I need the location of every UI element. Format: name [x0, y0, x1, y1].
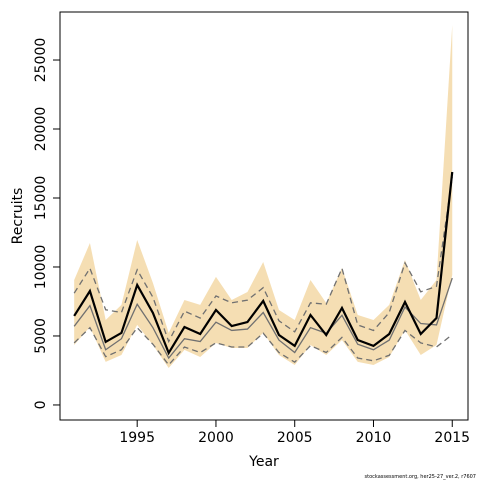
- y-axis-title: Recruits: [10, 188, 26, 245]
- x-tick-label: 2000: [198, 430, 234, 446]
- y-tick-label: 15000: [33, 176, 49, 221]
- series-line: [73, 177, 453, 344]
- y-tick-label: 25000: [33, 38, 49, 83]
- series-line: [73, 277, 453, 360]
- plot-frame: [59, 11, 469, 421]
- y-tick-label: 20000: [33, 107, 49, 152]
- x-tick-label: 2010: [356, 430, 392, 446]
- footnote: stockassessment.org, her25-27_ver.2, r76…: [365, 474, 476, 480]
- y-tick-label: 0: [33, 400, 49, 409]
- x-tick-label: 2005: [277, 430, 313, 446]
- y-tick-label: 5000: [33, 318, 49, 354]
- x-tick-label: 1995: [119, 430, 155, 446]
- series-line: [73, 171, 454, 356]
- y-tick-label: 10000: [33, 245, 49, 290]
- x-tick-label: 2015: [434, 430, 470, 446]
- x-axis-title: Year: [248, 454, 279, 470]
- series-line: [73, 326, 453, 366]
